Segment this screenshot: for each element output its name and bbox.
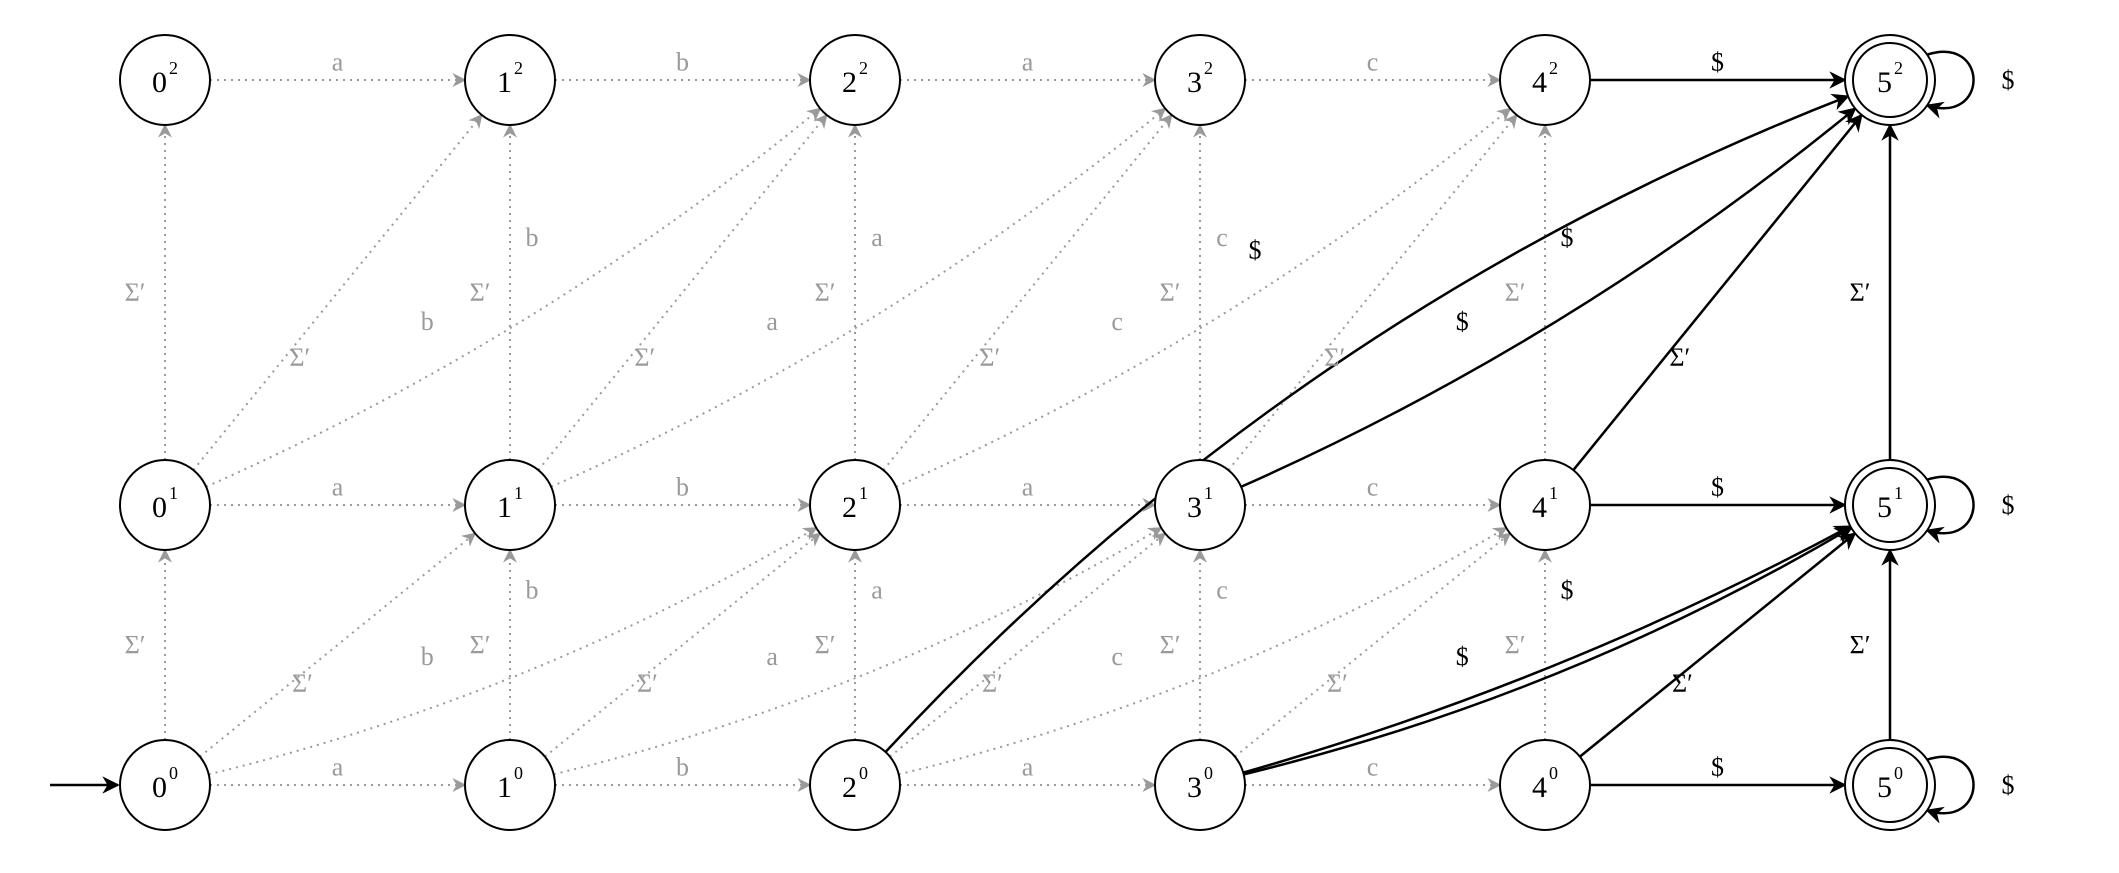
v-sigma-label: Σ′: [1160, 278, 1181, 307]
diag-sigma-label: Σ′: [637, 669, 658, 698]
v-sigma-label: Σ′: [1505, 278, 1526, 307]
diag-sigma-label: Σ′: [1327, 669, 1348, 698]
v-sigma-label: Σ′: [815, 631, 836, 660]
diag-sigma-label: Σ′: [982, 669, 1003, 698]
h-edge-label: $: [1711, 473, 1724, 502]
skip-edge-label: c: [1111, 642, 1123, 671]
h-edge-label: c: [1367, 753, 1379, 782]
skip-edge-label: $: [1456, 307, 1469, 336]
v-sigma-label: Σ′: [1850, 278, 1871, 307]
v-sigma-label: Σ′: [815, 278, 836, 307]
v-sigma-label: Σ′: [470, 631, 491, 660]
state-0-1: 01: [120, 460, 210, 550]
skip-edge-label: b: [421, 642, 434, 671]
self-loop-label: $: [2002, 66, 2015, 95]
state-0-2: 02: [120, 35, 210, 125]
del-edge-label: a: [871, 576, 883, 605]
del-edge-label: c: [1216, 223, 1228, 252]
state-2-2: 22: [810, 35, 900, 125]
h-edge-label: a: [332, 753, 344, 782]
skip-edge-label: $: [1456, 642, 1469, 671]
state-0-0: 00: [120, 740, 210, 830]
h-edge-label: $: [1711, 753, 1724, 782]
diag-sigma-label: Σ′: [1672, 669, 1693, 698]
skip-edge-label: b: [421, 307, 434, 336]
state-4-1: 41: [1500, 460, 1590, 550]
diag-sigma-label: Σ′: [979, 343, 1000, 372]
state-4-2: 42: [1500, 35, 1590, 125]
state-5-2: 52: [1845, 35, 1935, 125]
h-edge-label: a: [332, 473, 344, 502]
del-edge-label: a: [871, 223, 883, 252]
del-edge-label: $: [1561, 576, 1574, 605]
v-sigma-label: Σ′: [125, 278, 146, 307]
edges-layer: [50, 52, 1974, 813]
v-sigma-label: Σ′: [125, 631, 146, 660]
long-curve-dollar: $: [1249, 236, 1262, 265]
diag-sigma-label: Σ′: [292, 669, 313, 698]
state-3-0: 30: [1155, 740, 1245, 830]
diag-sigma-label: Σ′: [289, 343, 310, 372]
skip-edge-label: a: [766, 642, 778, 671]
nodes-layer: 00 10 20 30 40 50 01 11 21 31 41 51 02 12 22 32 42 52: [120, 35, 1935, 830]
skip-edge-label: a: [766, 307, 778, 336]
v-sigma-label: Σ′: [1850, 631, 1871, 660]
h-edge-label: $: [1711, 48, 1724, 77]
h-edge-label: a: [332, 48, 344, 77]
state-3-1: 31: [1155, 460, 1245, 550]
state-3-2: 32: [1155, 35, 1245, 125]
v-sigma-label: Σ′: [1160, 631, 1181, 660]
state-1-0: 10: [465, 740, 555, 830]
h-edge-label: c: [1367, 473, 1379, 502]
h-edge-label: a: [1022, 48, 1034, 77]
self-loop-label: $: [2002, 491, 2015, 520]
state-2-0: 20: [810, 740, 900, 830]
state-1-1: 11: [465, 460, 555, 550]
h-edge-label: b: [676, 473, 689, 502]
skip-edge-label: c: [1111, 307, 1123, 336]
self-loop-label: $: [2002, 771, 2015, 800]
del-edge-label: b: [526, 223, 539, 252]
labels-layer: a b a c $ a b a c $ a b a c $ Σ′ Σ′ Σ′ Σ′ Σ′ Σ′ Σ′ Σ′ Σ′ Σ′ Σ′ Σ′ Σ…: [125, 48, 2015, 800]
del-edge-label: c: [1216, 576, 1228, 605]
h-edge-label: a: [1022, 753, 1034, 782]
state-5-0: 50: [1845, 740, 1935, 830]
del-edge-label: $: [1561, 223, 1574, 252]
h-edge-label: a: [1022, 473, 1034, 502]
v-sigma-label: Σ′: [470, 278, 491, 307]
h-edge-label: c: [1367, 48, 1379, 77]
state-5-1: 51: [1845, 460, 1935, 550]
diag-sigma-label: Σ′: [1324, 343, 1345, 372]
automaton-diagram: 00 10 20 30 40 50 01 11 21 31 41 51 02 12 22 32 42 52 a b a c…: [0, 0, 2119, 873]
v-sigma-label: Σ′: [1505, 631, 1526, 660]
diag-sigma-label: Σ′: [1669, 343, 1690, 372]
del-edge-label: b: [526, 576, 539, 605]
diag-sigma-label: Σ′: [634, 343, 655, 372]
state-4-0: 40: [1500, 740, 1590, 830]
h-edge-label: b: [676, 48, 689, 77]
state-2-1: 21: [810, 460, 900, 550]
h-edge-label: b: [676, 753, 689, 782]
state-1-2: 12: [465, 35, 555, 125]
